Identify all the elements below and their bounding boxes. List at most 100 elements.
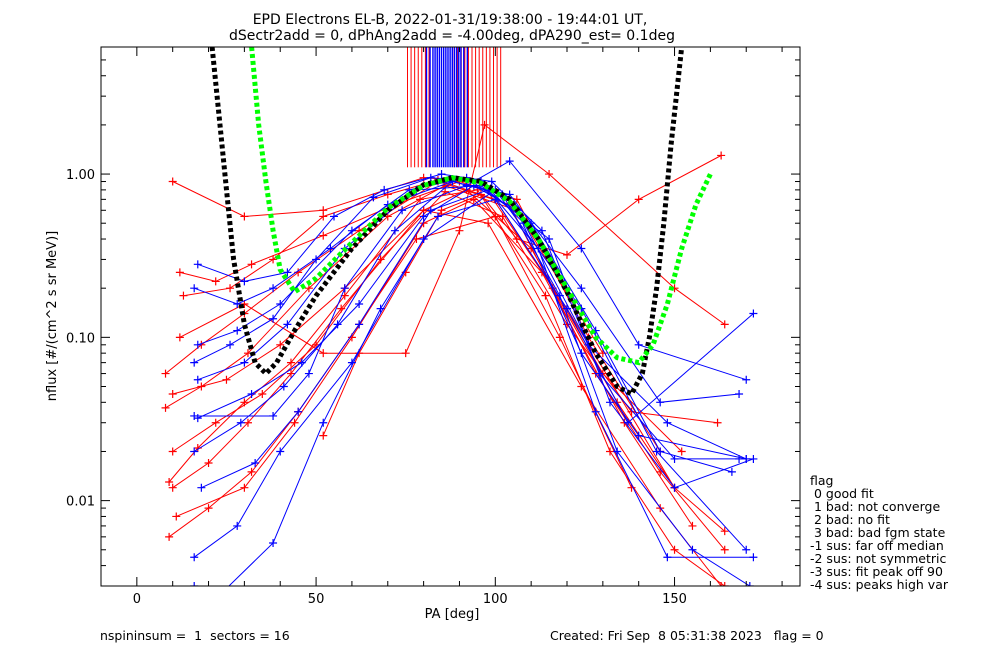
data-point-red [240, 212, 249, 221]
x-tick-label: 50 [308, 592, 325, 607]
data-point-blue [398, 206, 407, 215]
data-point-blue [595, 369, 604, 378]
data-point-red [165, 532, 174, 541]
data-point-blue [193, 260, 202, 269]
data-point-red [247, 260, 256, 269]
data-point-blue [634, 340, 643, 349]
data-point-blue [193, 414, 202, 423]
data-point-blue [240, 277, 249, 286]
data-point-red [240, 398, 249, 407]
legend-item: -1 sus: far off median [810, 538, 944, 553]
data-point-blue [279, 382, 288, 391]
data-point-red [175, 268, 184, 277]
x-tick-label: 100 [483, 592, 508, 607]
legend: flag 0 good fit 1 bad: not converge 2 ba… [810, 474, 948, 591]
data-point-blue [233, 300, 242, 309]
data-point-blue [294, 407, 303, 416]
data-point-red [401, 349, 410, 358]
series-line-red [168, 189, 725, 586]
data-point-blue [670, 454, 679, 463]
legend-item: 2 bad: no fit [810, 512, 890, 527]
data-point-blue [634, 431, 643, 440]
data-point-red [416, 195, 425, 204]
data-point-blue [190, 582, 199, 586]
data-point-red [240, 483, 249, 492]
data-point-blue [591, 407, 600, 416]
data-point-red [512, 195, 521, 204]
data-point-red [168, 177, 177, 186]
data-point-red [290, 418, 299, 427]
data-point-red [563, 250, 571, 259]
series-line-red [183, 179, 675, 488]
series-line-blue [197, 185, 747, 460]
data-point-red [688, 521, 697, 530]
data-point-red [480, 120, 489, 129]
legend-item: 0 good fit [810, 486, 874, 501]
data-point-blue [663, 553, 672, 562]
data-point-blue [283, 268, 292, 277]
series-line-red [165, 180, 726, 551]
data-point-red [286, 369, 295, 378]
data-point-blue [304, 369, 313, 378]
legend-item: -3 sus: fit peak off 90 [810, 564, 943, 579]
data-point-red [161, 369, 170, 378]
legend-item: -4 sus: peaks high var [810, 577, 949, 592]
series-line-red [165, 185, 604, 409]
data-point-red [168, 447, 177, 456]
data-point-blue [190, 284, 199, 293]
plot-frame [100, 46, 801, 587]
data-point-blue [355, 320, 364, 329]
data-point-red [720, 545, 729, 554]
data-point-blue [537, 226, 546, 235]
legend-item: 1 bad: not converge [810, 499, 941, 514]
series-line-blue [194, 180, 740, 403]
data-point-red [720, 582, 729, 586]
data-point-red [383, 190, 392, 199]
data-point-blue [405, 185, 414, 194]
data-point-blue [226, 340, 235, 349]
data-point-red [720, 320, 729, 329]
data-point-red [376, 255, 385, 264]
y-tick-label: 1.00 [66, 168, 95, 183]
data-point-red [319, 212, 328, 221]
data-point-blue [251, 458, 260, 467]
data-point-blue [347, 226, 356, 235]
data-point-blue [426, 206, 435, 215]
data-point-blue [190, 358, 199, 367]
data-point-blue [212, 595, 220, 603]
data-point-red [179, 291, 188, 300]
y-tick-label: 0.10 [66, 331, 95, 346]
data-point-red [226, 284, 235, 293]
y-axis-label: nflux [#/(cm^2 s sr MeV)] [45, 231, 60, 401]
data-point-blue [545, 235, 554, 244]
data-point-blue [193, 340, 202, 349]
data-point-blue [376, 304, 385, 313]
data-point-red [419, 219, 428, 228]
data-point-blue [269, 284, 278, 293]
series-line-red [172, 177, 726, 532]
data-point-red [634, 195, 643, 204]
chart-title: EPD Electrons EL-B, 2022-01-31/19:38:00 … [253, 12, 648, 28]
data-point-blue [623, 418, 632, 427]
data-point-red [211, 418, 220, 427]
data-point-blue [276, 300, 285, 309]
data-point-blue [749, 454, 758, 463]
data-point-red [175, 333, 184, 342]
data-point-blue [197, 483, 206, 492]
fit-curve-green [249, 47, 713, 366]
x-tick-label: 150 [662, 592, 687, 607]
data-point-blue [663, 418, 672, 427]
data-point-blue [369, 193, 378, 202]
data-point-red [222, 375, 231, 384]
data-point-blue [437, 170, 446, 179]
data-point-red [243, 418, 252, 427]
data-point-blue [330, 212, 338, 221]
data-point-blue [190, 411, 199, 420]
series-line-blue [197, 173, 740, 460]
data-point-blue [433, 212, 442, 221]
series-line-blue [194, 198, 754, 586]
data-point-blue [487, 177, 496, 186]
data-point-red [161, 403, 170, 412]
data-point-red [211, 277, 220, 286]
data-point-blue [742, 545, 751, 554]
